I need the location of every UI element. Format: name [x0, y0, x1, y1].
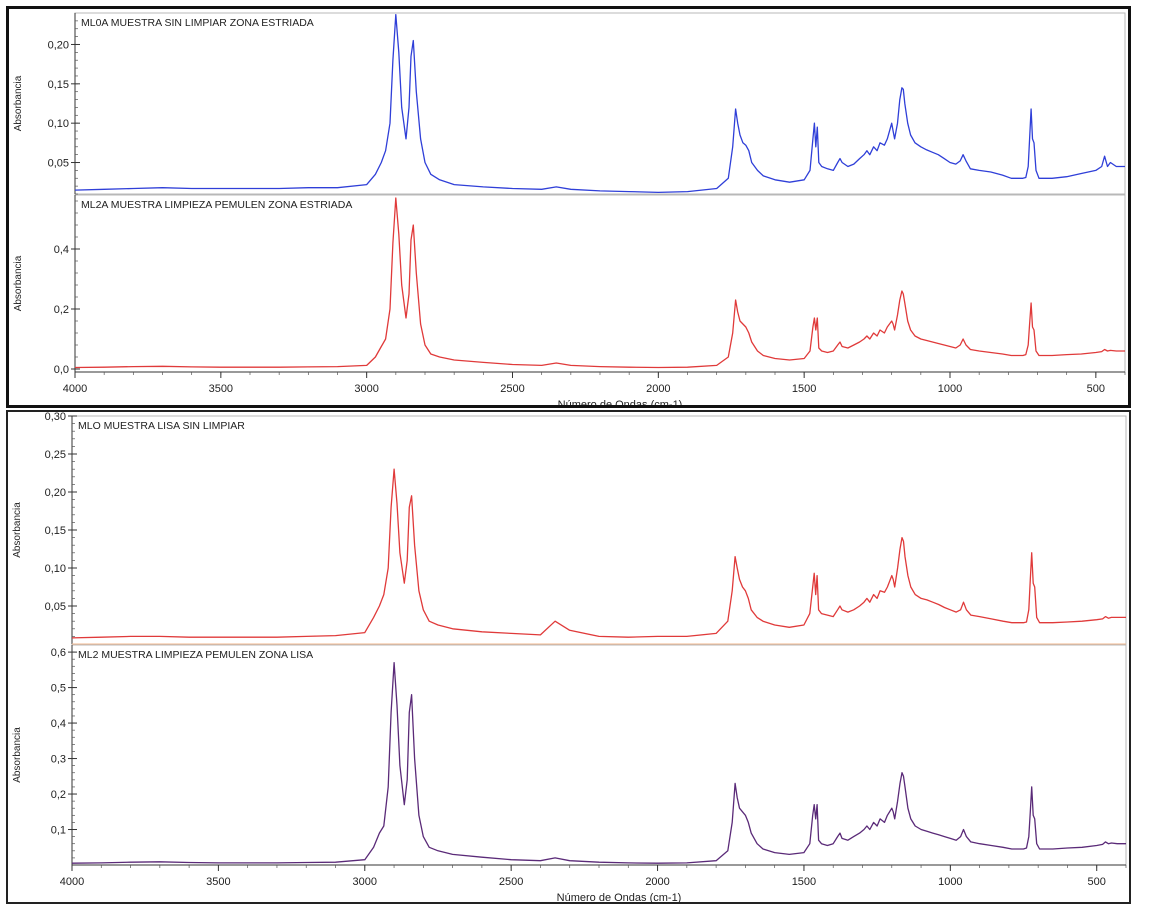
y-tick-label: 0,2: [51, 789, 66, 801]
x-tick-label: 3000: [353, 876, 377, 888]
plot-area: [71, 644, 1127, 866]
chart-title: ML2 MUESTRA LIMPIEZA PEMULEN ZONA LISA: [78, 649, 313, 661]
y-tick-label: 0,0: [54, 364, 69, 376]
y-axis-label: Absorbancia: [13, 255, 24, 311]
chart-title: ML2A MUESTRA LIMPIEZA PEMULEN ZONA ESTRI…: [81, 199, 352, 211]
y-tick-label: 0,30: [45, 412, 66, 423]
x-tick-label: 1000: [938, 876, 962, 888]
spectrum-chart-2: 0,0 0,2 0,4 Absorbancia 4000 3500 3000 2500 2000…: [13, 194, 1126, 405]
y-tick-label: 0,4: [54, 244, 69, 256]
y-tick-label: 0,10: [45, 563, 66, 575]
x-tick-label: 1500: [792, 383, 816, 395]
top-spectra-svg: 0,05 0,10 0,15 0,20 Absorbancia ML0A MUESTRA …: [13, 12, 1126, 405]
plot-area: [71, 415, 1127, 645]
y-tick-label: 0,20: [45, 487, 66, 499]
y-tick-label: 0,20: [48, 39, 69, 51]
x-tick-label: 4000: [60, 876, 84, 888]
spectrum-chart-1: 0,05 0,10 0,15 0,20 Absorbancia ML0A MUESTRA …: [13, 12, 1126, 195]
x-tick-label: 1000: [938, 383, 962, 395]
plot-area: [74, 12, 1126, 195]
y-tick-label: 0,4: [51, 718, 66, 730]
x-tick-label: 3000: [354, 383, 378, 395]
y-tick-label: 0,6: [51, 647, 66, 659]
y-tick-label: 0,05: [45, 601, 66, 613]
bottom-chart-panel: 0,05 0,10 0,15 0,20 0,25 0,30 Absorbancia MLO M…: [6, 410, 1131, 904]
spectrum-chart-4: 0,1 0,2 0,3 0,4 0,5 0,6 Absorbancia 4000 3500 300…: [12, 644, 1127, 902]
spectrum-line: [71, 468, 1126, 639]
spectrum-line: [74, 13, 1125, 194]
y-tick-label: 0,1: [51, 825, 66, 837]
x-tick-label: 500: [1088, 876, 1106, 888]
chart-title: MLO MUESTRA LISA SIN LIMPIAR: [78, 420, 245, 432]
x-tick-label: 2500: [500, 383, 524, 395]
y-tick-label: 0,3: [51, 754, 66, 766]
y-tick-label: 0,2: [54, 304, 69, 316]
y-axis-label: Absorbancia: [13, 75, 24, 131]
x-tick-label: 2000: [645, 876, 669, 888]
spectrum-chart-3: 0,05 0,10 0,15 0,20 0,25 0,30 Absorbancia MLO M…: [12, 412, 1127, 645]
y-tick-label: 0,5: [51, 683, 66, 695]
x-tick-label: 3500: [206, 876, 230, 888]
spectrum-line: [74, 197, 1125, 369]
x-axis-label: Número de Ondas (cm-1): [558, 399, 683, 405]
top-chart-panel: 0,05 0,10 0,15 0,20 Absorbancia ML0A MUESTRA …: [6, 6, 1131, 408]
y-tick-label: 0,10: [48, 118, 69, 130]
y-tick-label: 0,15: [45, 525, 66, 537]
x-tick-label: 500: [1087, 383, 1105, 395]
chart-title: ML0A MUESTRA SIN LIMPIAR ZONA ESTRIADA: [81, 17, 314, 29]
x-axis-label: Número de Ondas (cm-1): [557, 892, 682, 902]
plot-area: [74, 194, 1126, 373]
x-tick-label: 2500: [499, 876, 523, 888]
y-tick-label: 0,25: [45, 449, 66, 461]
x-tick-label: 3500: [209, 383, 233, 395]
x-tick-label: 2000: [646, 383, 670, 395]
y-tick-label: 0,15: [48, 79, 69, 91]
y-axis-label: Absorbancia: [12, 727, 23, 783]
x-tick-label: 4000: [63, 383, 87, 395]
x-tick-label: 1500: [792, 876, 816, 888]
spectrum-line: [71, 662, 1126, 864]
y-axis-label: Absorbancia: [12, 502, 23, 558]
y-tick-label: 0,05: [48, 158, 69, 170]
bottom-spectra-svg: 0,05 0,10 0,15 0,20 0,25 0,30 Absorbancia MLO M…: [12, 412, 1127, 902]
